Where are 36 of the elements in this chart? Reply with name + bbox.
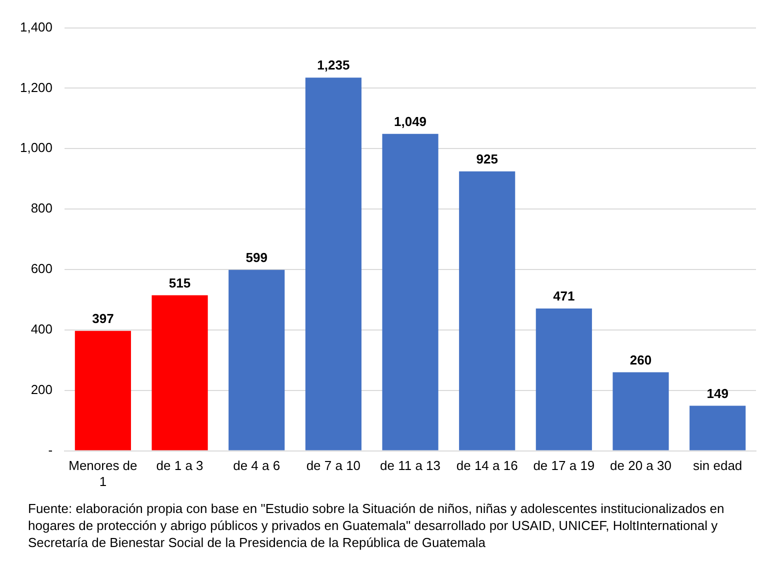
x-tick-label: de 11 a 13 [380,458,441,474]
x-tick-label: de 4 a 6 [233,458,280,474]
y-tick-label: - [48,442,53,458]
x-tick-label: de 1 a 3 [156,458,204,474]
y-tick-label: 400 [30,322,53,337]
y-tick-label: 1,200 [20,80,53,95]
bar [536,308,592,450]
data-label: 471 [553,288,575,304]
bar [459,171,516,450]
data-label: 1,235 [317,58,350,73]
data-label: 397 [92,310,114,326]
bar [612,372,669,450]
y-tick-label: 200 [30,382,53,397]
y-tick-label: 600 [30,261,53,276]
x-tick-label: Menores de 1 [68,458,138,489]
x-tick-label: sin edad [693,458,742,474]
x-tick-label: de 14 a 16 [456,458,518,474]
data-label: 1,049 [394,114,427,129]
bar [152,295,208,450]
source-note: Fuente: elaboración propia con base en "Estudio sobre la Situación de niños, niñas y adolescentes institucionalizados en hogares de protección y abrigo públicos y privados en Guatemala" desarrollado por USAID, UNICEF, HoltInternational y Secretaría de Bienestar Social de la Presidencia de la República de Guatemala [27,500,726,551]
data-label: 260 [630,352,652,368]
y-tick-label: 1,400 [20,19,53,34]
bar [305,78,362,450]
data-label: 149 [706,386,728,401]
bar [228,270,285,450]
bar [382,134,438,450]
bar [690,406,746,450]
y-tick-label: 1,000 [20,140,53,156]
data-label: 925 [476,151,498,166]
x-tick-label: de 7 a 10 [306,458,361,474]
x-tick-label: de 20 a 30 [610,458,672,474]
data-label: 515 [168,275,191,290]
bar [74,330,131,450]
y-tick-label: 800 [30,200,53,216]
data-label: 599 [246,250,268,265]
x-tick-label: de 17 a 19 [533,458,595,474]
